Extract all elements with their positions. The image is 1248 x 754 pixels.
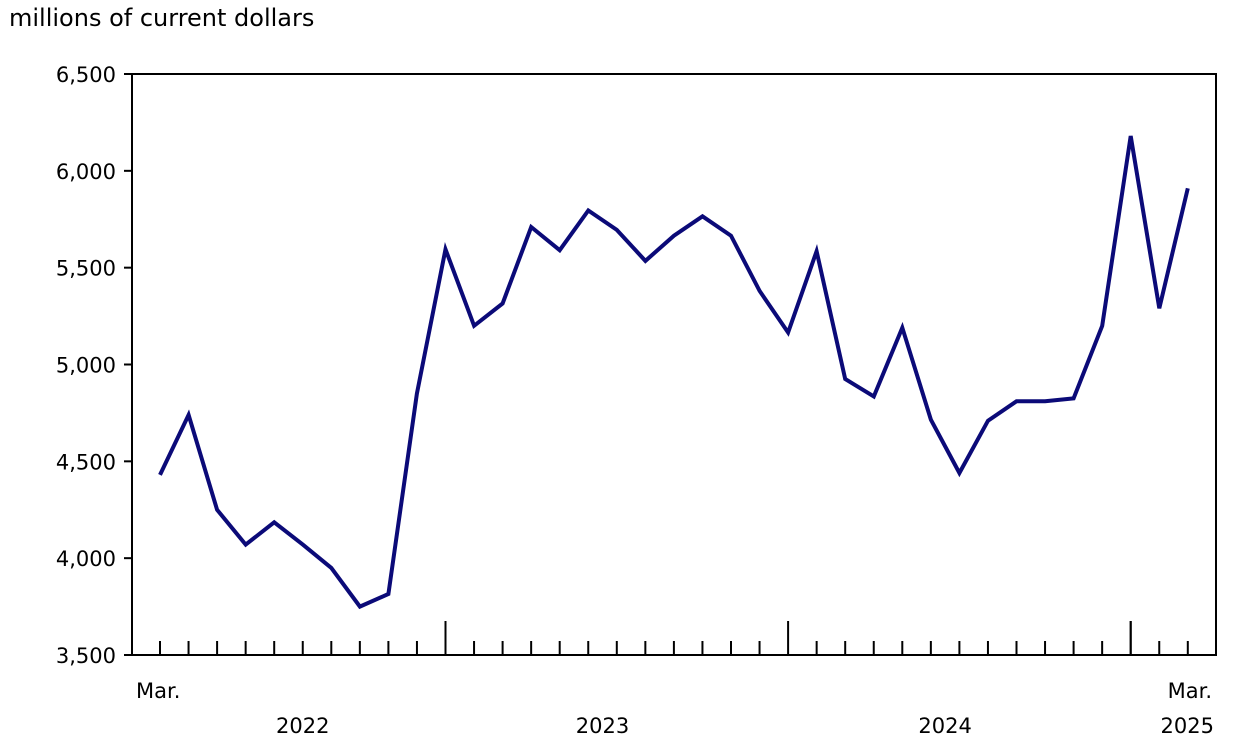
- y-tick-label: 4,000: [56, 547, 116, 571]
- series-line: [158, 135, 1190, 610]
- y-tick-label: 5,000: [56, 354, 116, 378]
- y-tick-label: 5,500: [56, 257, 116, 281]
- y-axis: 3,500 4,000 4,500 5,000 5,500 6,000 6,500: [56, 63, 132, 668]
- plot-frame: [131, 73, 1217, 656]
- y-tick-label: 6,000: [56, 160, 116, 184]
- y-tick-label: 3,500: [56, 644, 116, 668]
- y-tick-label: 4,500: [56, 450, 116, 474]
- x-start-month-label: Mar.: [136, 679, 180, 703]
- x-end-month-label: Mar.: [1168, 679, 1212, 703]
- x-end-year-label: 2025: [1161, 714, 1214, 738]
- y-axis-title: millions of current dollars: [9, 4, 315, 32]
- year-labels: 2022 2023 2024: [276, 714, 972, 738]
- x-year-label: 2023: [576, 714, 629, 738]
- x-year-label: 2022: [276, 714, 329, 738]
- x-year-label: 2024: [918, 714, 971, 738]
- x-axis: [159, 621, 1189, 655]
- y-tick-label: 6,500: [56, 63, 116, 87]
